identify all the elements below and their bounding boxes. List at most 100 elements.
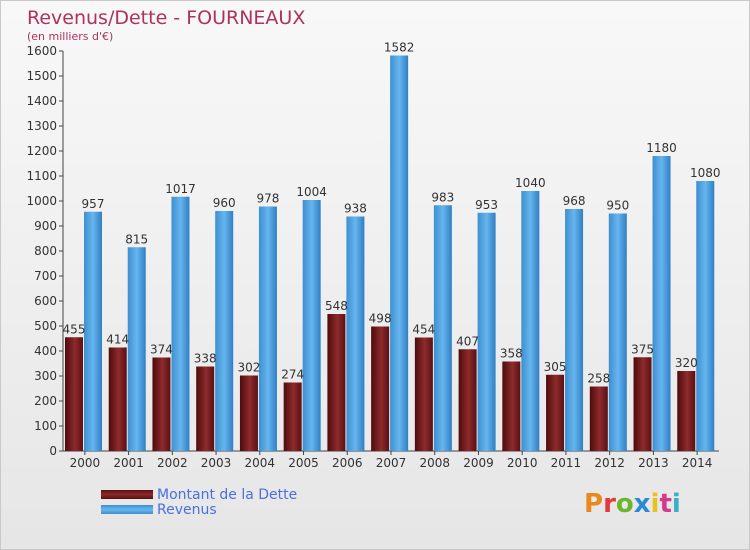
value-label-debt-2008: 454 xyxy=(412,323,435,337)
value-label-debt-2009: 407 xyxy=(456,334,479,348)
value-label-debt-2004: 302 xyxy=(237,361,260,375)
bar-revenue-2002 xyxy=(171,196,190,451)
x-tick-label-2014: 2014 xyxy=(682,456,713,470)
value-label-debt-2014: 320 xyxy=(675,356,698,370)
bar-debt-2012 xyxy=(589,386,608,451)
y-tick-label: 1500 xyxy=(26,69,57,83)
x-tick-label-2010: 2010 xyxy=(507,456,538,470)
value-label-revenue-2010: 1040 xyxy=(515,176,546,190)
y-tick-label: 400 xyxy=(34,344,57,358)
bar-debt-2008 xyxy=(414,337,433,451)
bar-debt-2010 xyxy=(502,361,521,451)
y-tick-label: 200 xyxy=(34,394,57,408)
bar-layer xyxy=(65,55,715,451)
bar-debt-2014 xyxy=(677,371,696,451)
y-tick-label: 1300 xyxy=(26,119,57,133)
chart-legend: Montant de la Dette Revenus xyxy=(101,486,298,518)
value-label-debt-2012: 258 xyxy=(587,372,610,386)
bar-revenue-2005 xyxy=(302,200,321,451)
value-label-debt-2002: 374 xyxy=(150,343,173,357)
y-tick-label: 900 xyxy=(34,219,57,233)
x-tick-label-2002: 2002 xyxy=(157,456,188,470)
x-tick-label-2012: 2012 xyxy=(594,456,625,470)
x-tick-label-2001: 2001 xyxy=(113,456,144,470)
logo-letter: x xyxy=(633,489,651,519)
bar-revenue-2006 xyxy=(346,216,365,451)
bar-revenue-2001 xyxy=(127,247,146,451)
legend-label-debt: Montant de la Dette xyxy=(157,486,298,503)
y-tick-label: 800 xyxy=(34,244,57,258)
y-tick-label: 700 xyxy=(34,269,57,283)
y-tick-label: 0 xyxy=(49,444,57,458)
bar-revenue-2009 xyxy=(477,212,496,451)
y-tick-label: 1200 xyxy=(26,144,57,158)
logo-letter: r xyxy=(603,489,616,519)
y-tick-label: 100 xyxy=(34,419,57,433)
bar-debt-2002 xyxy=(152,357,171,451)
x-tick-label-2005: 2005 xyxy=(288,456,319,470)
value-label-revenue-2001: 815 xyxy=(125,232,148,246)
y-tick-label: 1600 xyxy=(26,44,57,58)
x-tick-label-2009: 2009 xyxy=(463,456,494,470)
bar-revenue-2008 xyxy=(433,205,452,451)
x-tick-label-2003: 2003 xyxy=(201,456,232,470)
logo-letter: i xyxy=(671,489,681,519)
value-label-revenue-2014: 1080 xyxy=(690,166,721,180)
logo-letter: i xyxy=(650,489,660,519)
y-tick-label: 300 xyxy=(34,369,57,383)
x-tick-label-2006: 2006 xyxy=(332,456,363,470)
value-label-layer: 455 957 414 815 374 1017 338 960 302 978 274 1004 54… xyxy=(63,41,721,386)
x-tick-label-2007: 2007 xyxy=(376,456,407,470)
logo-letter: t xyxy=(659,489,672,519)
value-label-debt-2000: 455 xyxy=(63,322,86,336)
value-label-revenue-2002: 1017 xyxy=(165,182,196,196)
bar-revenue-2011 xyxy=(565,209,584,451)
bar-revenue-2003 xyxy=(215,211,234,451)
value-label-revenue-2003: 960 xyxy=(213,196,236,210)
value-label-revenue-2013: 1180 xyxy=(646,141,677,155)
value-label-revenue-2006: 938 xyxy=(344,202,367,216)
value-label-revenue-2007: 1582 xyxy=(384,41,415,55)
x-tick-label-2004: 2004 xyxy=(245,456,276,470)
value-label-debt-2011: 305 xyxy=(544,360,567,374)
x-tick-label-2011: 2011 xyxy=(551,456,582,470)
bar-revenue-2010 xyxy=(521,191,540,451)
value-label-debt-2003: 338 xyxy=(194,352,217,366)
chart-subtitle: (en milliers d'€) xyxy=(27,30,114,43)
bar-debt-2003 xyxy=(196,366,215,451)
y-tick-label: 600 xyxy=(34,294,57,308)
x-tick-label-2008: 2008 xyxy=(419,456,450,470)
value-label-revenue-2009: 953 xyxy=(475,198,498,212)
bar-revenue-2004 xyxy=(258,206,277,451)
y-tick-label: 1100 xyxy=(26,169,57,183)
logo-letter: P xyxy=(584,489,604,519)
value-label-debt-2010: 358 xyxy=(500,347,523,361)
y-tick-label: 1000 xyxy=(26,194,57,208)
y-tick-label: 1400 xyxy=(26,94,57,108)
bar-revenue-2014 xyxy=(696,181,715,451)
value-label-revenue-2000: 957 xyxy=(82,197,105,211)
bar-revenue-2000 xyxy=(84,211,102,451)
bar-debt-2005 xyxy=(283,382,302,451)
y-tick-label: 500 xyxy=(34,319,57,333)
value-label-revenue-2011: 968 xyxy=(563,194,586,208)
legend-item-revenue: Revenus xyxy=(101,502,297,518)
value-label-debt-2005: 274 xyxy=(281,368,304,382)
bar-debt-2013 xyxy=(633,357,652,451)
value-label-debt-2006: 548 xyxy=(325,299,348,313)
bar-debt-2007 xyxy=(371,326,390,451)
legend-swatch-debt xyxy=(101,490,153,499)
bar-debt-2000 xyxy=(65,337,83,451)
legend-swatch-revenue xyxy=(101,505,153,514)
x-tick-label-2000: 2000 xyxy=(70,456,101,470)
bar-revenue-2007 xyxy=(390,55,409,451)
x-tick-label-2013: 2013 xyxy=(638,456,669,470)
value-label-debt-2007: 498 xyxy=(369,312,392,326)
proxiti-logo: Proxiti xyxy=(584,489,681,519)
logo-letter: o xyxy=(615,489,634,519)
legend-item-debt: Montant de la Dette xyxy=(101,486,298,503)
bar-revenue-2012 xyxy=(608,213,627,451)
bar-debt-2001 xyxy=(108,347,127,451)
